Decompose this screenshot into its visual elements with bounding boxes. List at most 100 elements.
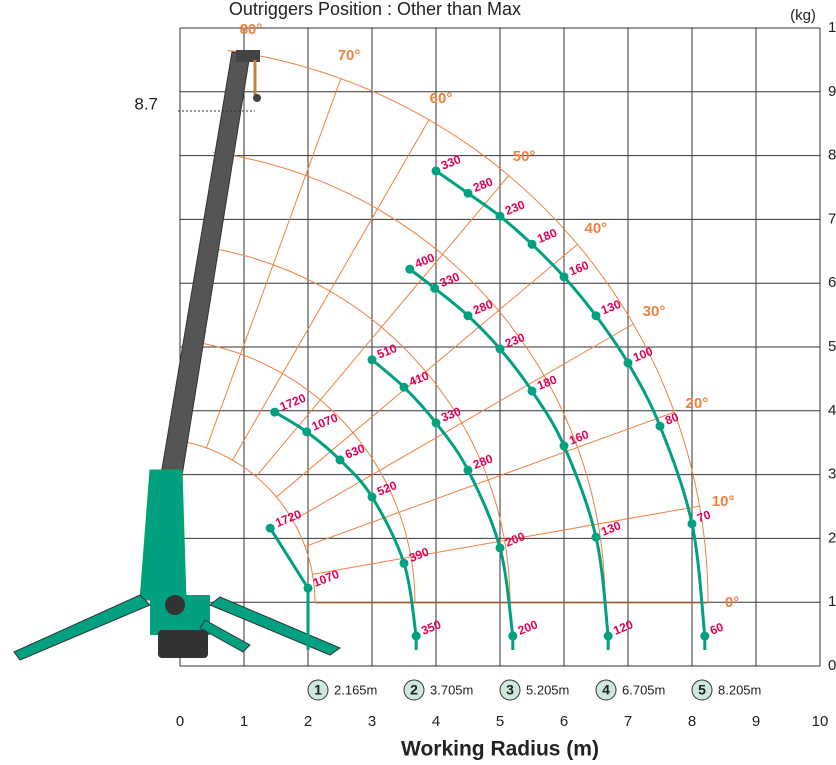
angle-line bbox=[205, 78, 342, 449]
legend-marker bbox=[595, 679, 617, 701]
x-tick-label: 10 bbox=[812, 713, 829, 730]
load-point bbox=[270, 407, 280, 417]
angle-arc bbox=[186, 340, 416, 604]
load-point bbox=[265, 523, 275, 533]
angle-line bbox=[255, 175, 510, 477]
load-point bbox=[591, 311, 601, 321]
y-tick-label: 9 bbox=[828, 83, 836, 100]
annotation-label: 8.7 bbox=[134, 94, 158, 113]
load-point bbox=[411, 631, 421, 641]
load-point bbox=[495, 211, 505, 221]
load-point bbox=[603, 631, 613, 641]
angle-label: 80° bbox=[240, 21, 263, 38]
x-tick-label: 3 bbox=[368, 713, 376, 730]
legend-label: 6.705m bbox=[622, 682, 665, 697]
load-label: 200 bbox=[516, 617, 540, 638]
load-point bbox=[495, 344, 505, 354]
load-label: 230 bbox=[503, 197, 527, 218]
y-tick-label: 6 bbox=[828, 274, 836, 291]
x-tick-label: 6 bbox=[560, 713, 568, 730]
angle-label: 30° bbox=[643, 303, 666, 320]
legend-marker bbox=[499, 679, 521, 701]
load-point bbox=[495, 543, 505, 553]
x-tick-label: 5 bbox=[496, 713, 504, 730]
load-point bbox=[463, 311, 473, 321]
angle-label: 60° bbox=[430, 90, 453, 107]
x-tick-label: 0 bbox=[176, 713, 184, 730]
angle-label: 20° bbox=[686, 395, 709, 412]
load-point bbox=[430, 283, 440, 293]
load-label: 230 bbox=[503, 330, 527, 351]
load-point bbox=[591, 532, 601, 542]
load-label: 330 bbox=[439, 404, 463, 425]
legend-label: 5.205m bbox=[526, 682, 569, 697]
load-point bbox=[463, 465, 473, 475]
y-tick-label: 2 bbox=[828, 529, 836, 546]
load-point bbox=[303, 583, 313, 593]
load-label: 410 bbox=[407, 368, 431, 389]
boom-arc bbox=[371, 358, 515, 650]
angle-label: 40° bbox=[584, 220, 607, 237]
x-tick-label: 1 bbox=[240, 713, 248, 730]
legend-marker bbox=[307, 679, 329, 701]
chart-title: Outriggers Position : Other than Max bbox=[229, 0, 521, 19]
legend-number: 2 bbox=[410, 682, 418, 698]
load-point bbox=[463, 188, 473, 198]
load-point bbox=[405, 264, 415, 274]
y-tick-label: 1 bbox=[828, 593, 836, 610]
load-label: 1070 bbox=[310, 410, 340, 433]
angle-line bbox=[232, 119, 430, 461]
load-label: 510 bbox=[375, 341, 399, 362]
angle-label: 70° bbox=[338, 47, 361, 64]
load-label: 280 bbox=[471, 297, 495, 318]
load-label: 280 bbox=[471, 451, 495, 472]
load-point bbox=[527, 239, 537, 249]
angle-line bbox=[312, 505, 700, 575]
load-label: 180 bbox=[535, 225, 559, 246]
load-label: 330 bbox=[438, 269, 462, 290]
load-point bbox=[399, 558, 409, 568]
y-tick-label: 3 bbox=[828, 466, 836, 483]
load-label: 520 bbox=[375, 478, 399, 499]
load-label: 120 bbox=[611, 617, 635, 638]
unit-label: (kg) bbox=[790, 7, 816, 24]
x-tick-label: 9 bbox=[752, 713, 760, 730]
angle-arc bbox=[213, 151, 606, 604]
load-point bbox=[559, 272, 569, 282]
x-tick-label: 4 bbox=[432, 713, 440, 730]
load-point bbox=[508, 631, 518, 641]
load-label: 350 bbox=[419, 617, 443, 638]
legend-marker bbox=[403, 679, 425, 701]
legend-number: 1 bbox=[314, 682, 322, 698]
angle-line bbox=[292, 323, 634, 521]
load-point bbox=[559, 441, 569, 451]
legend-number: 4 bbox=[602, 682, 610, 698]
angle-line bbox=[304, 411, 675, 548]
load-point bbox=[399, 382, 409, 392]
load-point bbox=[367, 492, 377, 502]
load-label: 630 bbox=[343, 441, 367, 462]
legend-marker bbox=[691, 679, 713, 701]
load-point bbox=[367, 355, 377, 365]
load-point bbox=[302, 427, 312, 437]
load-label: 130 bbox=[599, 297, 623, 318]
x-tick-label: 7 bbox=[624, 713, 632, 730]
load-label: 280 bbox=[471, 174, 495, 195]
load-point bbox=[655, 421, 665, 431]
load-point bbox=[700, 631, 710, 641]
load-label: 70 bbox=[695, 507, 713, 525]
load-label: 180 bbox=[535, 372, 559, 393]
angle-label: 50° bbox=[513, 148, 536, 165]
legend-number: 3 bbox=[506, 682, 514, 698]
angle-label: 0° bbox=[725, 594, 739, 611]
load-point bbox=[431, 166, 441, 176]
y-tick-label: 10 bbox=[828, 19, 836, 36]
angle-arc bbox=[200, 246, 511, 604]
y-tick-label: 7 bbox=[828, 210, 836, 227]
load-point bbox=[623, 358, 633, 368]
x-axis-label: Working Radius (m) bbox=[401, 738, 599, 761]
load-label: 80 bbox=[663, 410, 681, 428]
legend-number: 5 bbox=[698, 682, 706, 698]
angle-arc bbox=[172, 439, 316, 604]
